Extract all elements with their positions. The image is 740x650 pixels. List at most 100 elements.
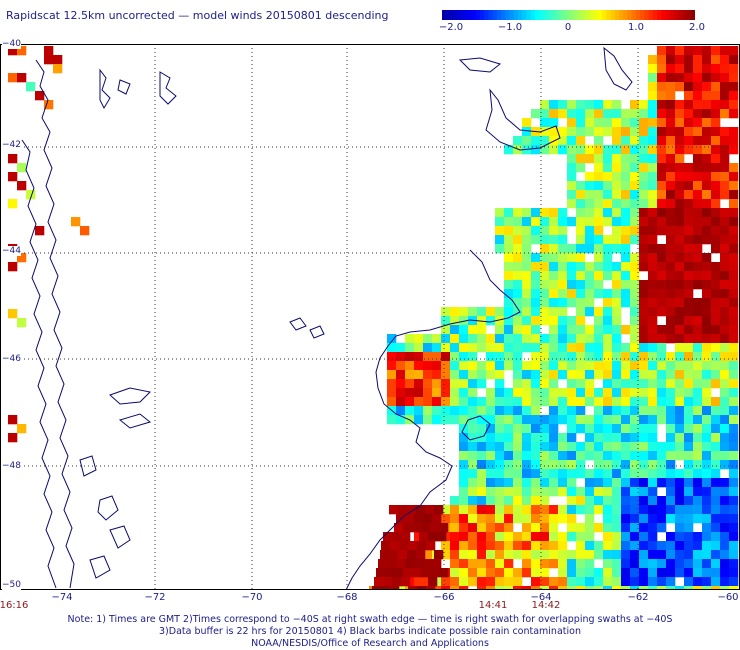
wind-cell (585, 469, 595, 479)
wind-cell (594, 523, 604, 533)
wind-cell (720, 136, 730, 146)
wind-cell (720, 163, 730, 173)
wind-cell (412, 523, 422, 533)
wind-cell (477, 550, 487, 560)
wind-cell (657, 460, 667, 470)
wind-cell (531, 379, 541, 389)
wind-cell (585, 325, 595, 335)
wind-cell (711, 181, 721, 191)
wind-cell (522, 505, 532, 515)
wind-cell (401, 532, 411, 542)
wind-cell (693, 541, 703, 551)
wind-cell (549, 262, 559, 272)
wind-cell (621, 487, 631, 497)
wind-cell (468, 442, 478, 452)
wind-cell (44, 100, 54, 110)
wind-cell (504, 244, 514, 254)
wind-cell (576, 271, 586, 281)
wind-cell (513, 532, 523, 542)
wind-cell (648, 235, 658, 245)
wind-cell (567, 352, 577, 362)
wind-cell (387, 343, 397, 353)
wind-cell (630, 397, 640, 407)
wind-cell (639, 487, 649, 497)
wind-cell (396, 415, 406, 425)
wind-cell (513, 388, 523, 398)
wind-cell (558, 307, 568, 317)
wind-cell (459, 460, 469, 470)
wind-cell (594, 127, 604, 137)
wind-cell (549, 109, 559, 119)
wind-cell (630, 379, 640, 389)
wind-cell (531, 424, 541, 434)
wind-cell (450, 316, 460, 326)
wind-cell (531, 280, 541, 290)
wind-cell (729, 586, 739, 590)
wind-cell (513, 487, 523, 497)
wind-cell (423, 343, 433, 353)
wind-cell (522, 343, 532, 353)
wind-cell (720, 487, 730, 497)
wind-cell (414, 559, 424, 569)
wind-cell (549, 325, 559, 335)
wind-cell (702, 550, 712, 560)
wind-cell (693, 316, 703, 326)
wind-cell (477, 433, 487, 443)
wind-cell (522, 244, 532, 254)
wind-cell (711, 262, 721, 272)
wind-cell (711, 298, 721, 308)
lon-label: −62 (627, 592, 649, 603)
wind-cell (702, 541, 712, 551)
wind-cell (684, 334, 694, 344)
wind-cell (459, 505, 469, 515)
wind-cell (558, 343, 568, 353)
wind-cell (374, 577, 384, 587)
wind-cell (666, 487, 676, 497)
wind-cell (612, 433, 622, 443)
wind-cell (693, 379, 703, 389)
wind-cell (486, 568, 496, 578)
wind-cell (468, 361, 478, 371)
lat-label: −46 (2, 354, 21, 364)
wind-cell (576, 307, 586, 317)
wind-cell (495, 487, 505, 497)
wind-cell (621, 226, 631, 236)
wind-cell (504, 505, 514, 515)
wind-cell (477, 334, 487, 344)
wind-cell (657, 523, 667, 533)
wind-cell (693, 118, 703, 128)
wind-cell (612, 397, 622, 407)
wind-cell (477, 424, 487, 434)
wind-cell (603, 109, 613, 119)
wind-cell (441, 370, 451, 380)
wind-cell (423, 370, 433, 380)
wind-cell (567, 370, 577, 380)
wind-cell (675, 181, 685, 191)
wind-cell (434, 505, 444, 515)
wind-cell (621, 208, 631, 218)
wind-cell (666, 109, 676, 119)
wind-cell (702, 496, 712, 506)
wind-cell (414, 514, 424, 524)
wind-cell (486, 370, 496, 380)
wind-cell (693, 91, 703, 101)
wind-cell (729, 505, 739, 515)
wind-cell (657, 379, 667, 389)
wind-cell (630, 361, 640, 371)
wind-cell (630, 415, 640, 425)
wind-cell (423, 361, 433, 371)
wind-cell (639, 181, 649, 191)
wind-cell (495, 208, 505, 218)
wind-cell (612, 289, 622, 299)
wind-cell (684, 433, 694, 443)
wind-cell (729, 442, 739, 452)
wind-cell (639, 226, 649, 236)
wind-cell (459, 370, 469, 380)
wind-cell (648, 73, 658, 83)
wind-cell (486, 541, 496, 551)
wind-cell (585, 181, 595, 191)
wind-cell (666, 586, 676, 590)
wind-cell (666, 577, 676, 587)
wind-cell (495, 469, 505, 479)
wind-cell (558, 406, 568, 416)
